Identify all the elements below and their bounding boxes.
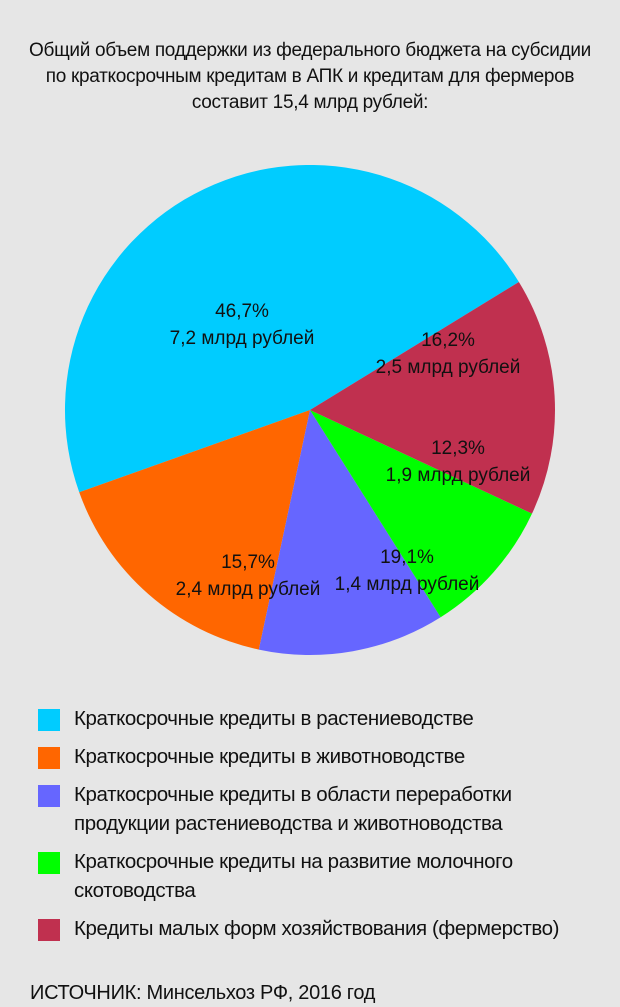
chart-title-line: Общий объем поддержки из федерального бю… — [29, 40, 591, 61]
pie-slice-percent-label: 19,1% — [380, 547, 434, 568]
chart-title-line: по краткосрочным кредитам в АПК и кредит… — [45, 66, 575, 87]
legend-label: Краткосрочные кредиты в животноводстве — [74, 745, 465, 768]
legend-swatch — [38, 852, 60, 874]
chart-title-line: составит 15,4 млрд рублей: — [191, 92, 429, 113]
pie-slice-percent-label: 15,7% — [221, 552, 275, 573]
pie-slice — [310, 410, 533, 618]
pie-slice — [258, 410, 441, 655]
pie-slice — [65, 165, 519, 493]
legend-label: Краткосрочные кредиты на развитие молочн… — [74, 850, 513, 873]
legend-label: Краткосрочные кредиты в растениеводстве — [74, 707, 474, 730]
legend-label: скотоводства — [74, 879, 196, 902]
legend-label: продукции растениеводства и животноводст… — [74, 812, 503, 835]
legend-item: Краткосрочные кредиты в животноводстве — [38, 742, 608, 771]
source-note: ИСТОЧНИК: Минсельхоз РФ, 2016 год — [30, 982, 376, 1004]
pie-slice-value-label: 2,5 млрд рублей — [376, 357, 521, 378]
legend-label: Краткосрочные кредиты в области перерабо… — [74, 783, 512, 806]
legend-item: Краткосрочные кредиты в растениеводстве — [38, 704, 608, 733]
legend-swatch — [38, 919, 60, 941]
pie-slice — [79, 410, 310, 650]
chart-title: Общий объем поддержки из федерального бю… — [20, 38, 600, 116]
legend-label: Кредиты малых форм хозяйствования (ферме… — [74, 917, 560, 940]
pie-slice-value-label: 1,9 млрд рублей — [386, 465, 531, 486]
legend-swatch — [38, 785, 60, 807]
pie-slice-value-label: 7,2 млрд рублей — [170, 328, 315, 349]
legend: Краткосрочные кредиты в растениеводстве К… — [38, 704, 608, 952]
pie-slice-percent-label: 12,3% — [431, 438, 485, 459]
legend-swatch — [38, 709, 60, 731]
pie-slice-value-label: 1,4 млрд рублей — [335, 574, 480, 595]
legend-swatch — [38, 747, 60, 769]
legend-item: Краткосрочные кредиты в области перерабо… — [38, 780, 608, 838]
legend-item: Краткосрочные кредиты на развитие молочн… — [38, 847, 608, 905]
legend-item: Кредиты малых форм хозяйствования (ферме… — [38, 914, 608, 943]
pie-slice-percent-label: 16,2% — [421, 330, 475, 351]
pie-slice-value-label: 2,4 млрд рублей — [176, 579, 321, 600]
pie-chart: 46,7% 7,2 млрд рублей 16,2% 2,5 млрд рублей… — [65, 165, 556, 655]
pie-slice-percent-label: 46,7% — [215, 301, 269, 322]
pie-slice — [310, 281, 556, 514]
